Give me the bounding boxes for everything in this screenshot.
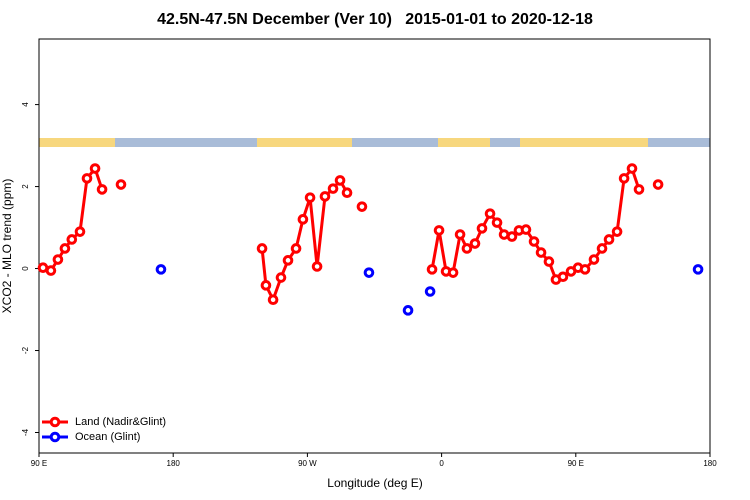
y-tick-label: 0	[21, 266, 30, 271]
point	[356, 201, 368, 212]
point	[115, 179, 127, 190]
point	[528, 236, 540, 247]
legend-marker	[49, 416, 61, 428]
point	[402, 305, 414, 316]
legend-label: Land (Nadir&Glint)	[75, 416, 166, 428]
point	[66, 234, 78, 245]
x-tick-label: 90 E	[568, 459, 584, 468]
point	[579, 264, 591, 275]
y-tick-label: 2	[21, 184, 30, 189]
point	[692, 264, 704, 275]
point	[52, 254, 64, 265]
point	[652, 179, 664, 190]
point	[447, 267, 459, 278]
point	[363, 267, 375, 278]
x-tick-label: 90 E	[31, 459, 47, 468]
x-axis-title: Longitude (deg E)	[327, 476, 422, 490]
point	[155, 264, 167, 275]
legend-label: Ocean (Glint)	[75, 431, 140, 443]
point	[603, 234, 615, 245]
point	[557, 271, 569, 283]
point	[267, 294, 279, 305]
point	[424, 286, 436, 297]
point	[256, 243, 268, 254]
point	[520, 224, 532, 235]
point	[311, 261, 323, 272]
point	[461, 243, 473, 254]
ocean-band	[39, 138, 710, 147]
point	[304, 192, 316, 203]
point	[633, 184, 645, 195]
x-tick-label: 90 W	[298, 459, 317, 468]
y-tick-label: 4	[21, 102, 30, 107]
point	[535, 247, 547, 258]
point	[491, 217, 503, 228]
land-mask-band	[39, 138, 710, 147]
point	[327, 183, 339, 194]
point	[611, 226, 623, 237]
point	[74, 226, 86, 237]
y-tick-label: -4	[21, 428, 30, 436]
land-band	[520, 138, 648, 147]
point	[290, 243, 302, 254]
point	[81, 173, 93, 184]
point	[543, 256, 555, 267]
legend-marker	[49, 431, 61, 443]
land-band	[257, 138, 352, 147]
point	[96, 184, 108, 195]
y-tick-label: -2	[21, 346, 30, 354]
land-band	[39, 138, 115, 147]
point	[469, 238, 481, 249]
point	[476, 223, 488, 234]
point	[341, 187, 353, 199]
y-axis-title: XCO2 - MLO trend (ppm)	[0, 179, 14, 314]
point	[282, 255, 294, 266]
plot-frame	[38, 38, 711, 454]
x-tick-label: 180	[167, 459, 181, 468]
land-band	[438, 138, 490, 147]
point	[334, 175, 346, 186]
point	[484, 208, 496, 219]
point	[596, 243, 608, 254]
point	[297, 214, 309, 225]
point	[588, 254, 600, 265]
point	[59, 243, 71, 254]
point	[426, 264, 438, 275]
point	[618, 173, 630, 184]
point	[275, 272, 287, 283]
x-tick-label: 180	[703, 459, 717, 468]
point	[260, 280, 272, 291]
point	[506, 231, 518, 242]
point	[319, 191, 331, 202]
point	[45, 265, 57, 276]
point	[454, 229, 466, 240]
point	[433, 225, 445, 236]
point	[89, 163, 101, 174]
chart-title: 42.5N-47.5N December (Ver 10) 2015-01-01…	[157, 11, 593, 28]
point	[626, 163, 638, 174]
x-tick-label: 0	[439, 459, 444, 468]
